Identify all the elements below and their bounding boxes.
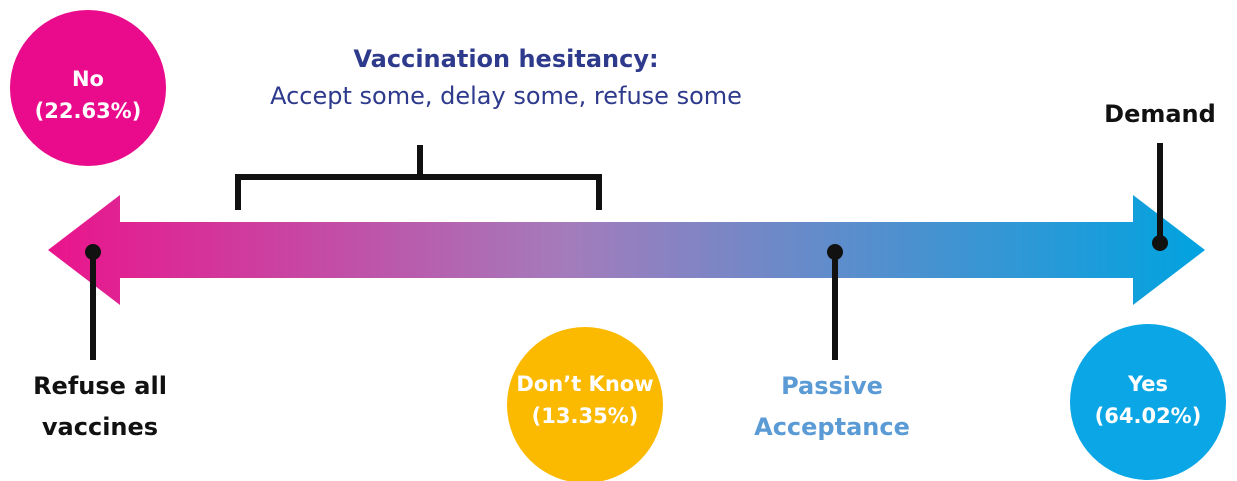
no-share: (22.63%) <box>35 99 142 123</box>
dont-know-share: (13.35%) <box>532 404 639 428</box>
demand-dot <box>1152 235 1168 251</box>
passive-dot <box>827 244 843 260</box>
yes-label: Yes <box>1127 372 1168 396</box>
scale-arrow <box>48 195 1205 305</box>
bracket <box>235 145 602 210</box>
refuse-dot <box>85 244 101 260</box>
dont-know-circle <box>507 327 663 481</box>
passive-label: Acceptance <box>754 413 910 441</box>
dont-know-label: Don’t Know <box>516 372 653 396</box>
title: Vaccination hesitancy: <box>353 45 658 73</box>
refuse-label: vaccines <box>42 413 158 441</box>
subtitle: Accept some, delay some, refuse some <box>270 82 742 110</box>
no-circle <box>10 10 166 166</box>
yes-circle <box>1070 324 1226 480</box>
yes-share: (64.02%) <box>1095 404 1202 428</box>
passive-label: Passive <box>781 372 883 400</box>
demand-label: Demand <box>1104 100 1216 128</box>
no-label: No <box>72 67 104 91</box>
refuse-label: Refuse all <box>33 372 167 400</box>
